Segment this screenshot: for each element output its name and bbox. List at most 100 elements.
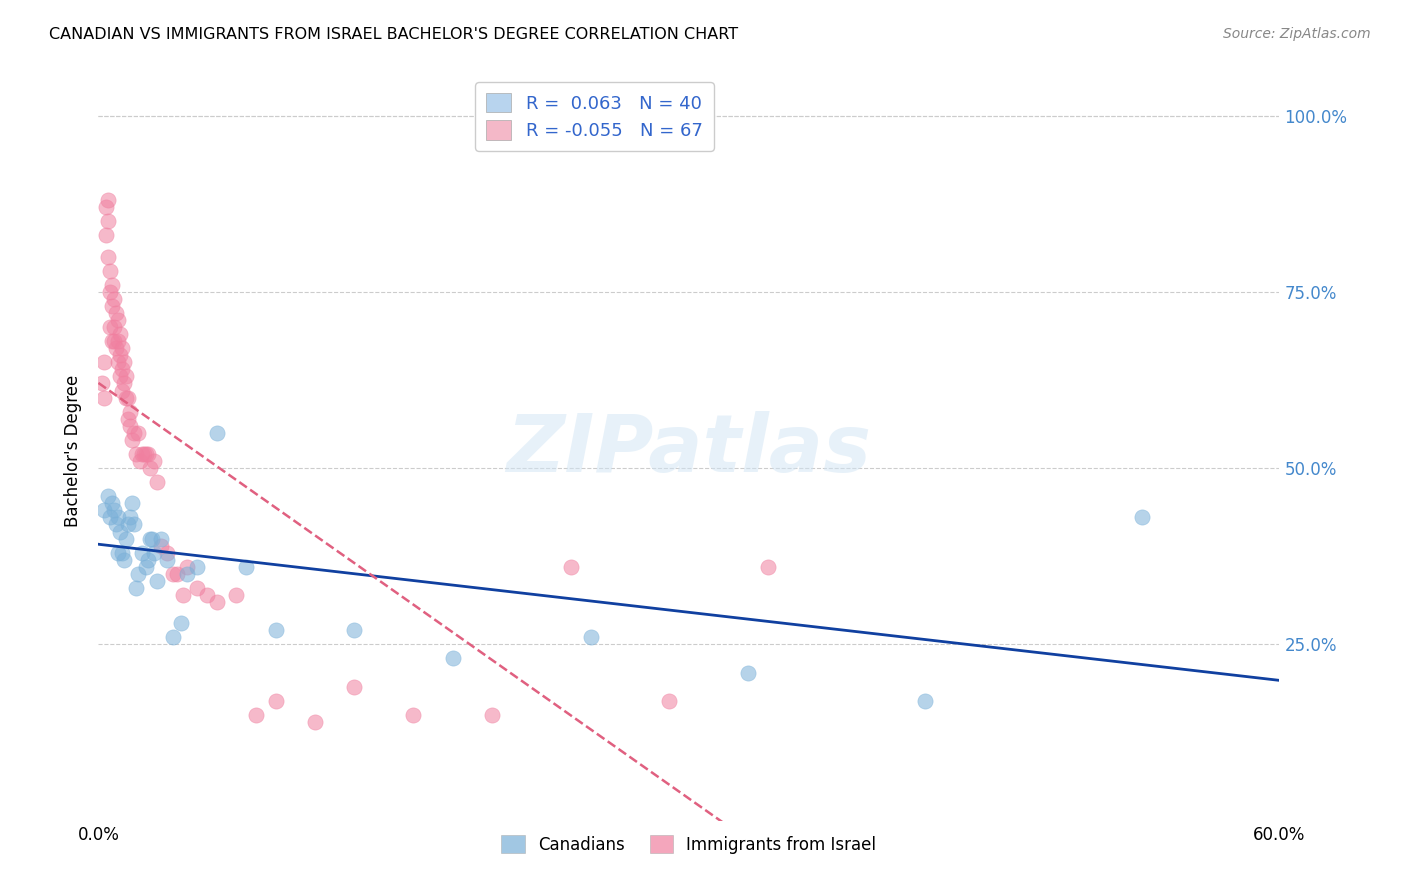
Point <box>304 714 326 729</box>
Point <box>264 624 287 638</box>
Point <box>111 362 134 376</box>
Point <box>150 532 173 546</box>
Text: CANADIAN VS IMMIGRANTS FROM ISRAEL BACHELOR'S DEGREE CORRELATION CHART: CANADIAN VS IMMIGRANTS FROM ISRAEL BACHE… <box>49 27 738 42</box>
Point <box>481 707 503 722</box>
Point <box>343 624 366 638</box>
Point <box>245 707 267 722</box>
Point <box>186 559 208 574</box>
Point <box>176 559 198 574</box>
Point <box>343 680 366 694</box>
Point <box>93 503 115 517</box>
Point <box>225 588 247 602</box>
Point <box>97 214 120 228</box>
Point <box>112 355 135 369</box>
Point <box>150 539 173 553</box>
Point <box>98 263 121 277</box>
Legend: Canadians, Immigrants from Israel: Canadians, Immigrants from Israel <box>495 829 883 861</box>
Point <box>264 694 287 708</box>
Text: Source: ZipAtlas.com: Source: ZipAtlas.com <box>1223 27 1371 41</box>
Point <box>127 425 149 440</box>
Point <box>103 320 125 334</box>
Point <box>101 277 124 292</box>
Point <box>658 694 681 708</box>
Point <box>138 532 160 546</box>
Point <box>93 391 115 405</box>
Point <box>117 517 139 532</box>
Point <box>121 433 143 447</box>
Point <box>128 454 150 468</box>
Point <box>142 454 165 468</box>
Point <box>235 559 257 574</box>
Point <box>579 630 602 644</box>
Point <box>107 510 129 524</box>
Point <box>108 369 131 384</box>
Point <box>97 193 120 207</box>
Point <box>125 581 148 595</box>
Point <box>107 355 129 369</box>
Point <box>156 546 179 560</box>
Point <box>108 348 131 362</box>
Point <box>138 461 160 475</box>
Point <box>146 475 169 490</box>
Point <box>115 532 138 546</box>
Point <box>132 447 155 461</box>
Point <box>103 334 125 348</box>
Point <box>111 341 134 355</box>
Point <box>136 553 159 567</box>
Point <box>91 376 114 391</box>
Point <box>105 517 128 532</box>
Point <box>756 559 779 574</box>
Point <box>170 616 193 631</box>
Point <box>125 447 148 461</box>
Point <box>103 292 125 306</box>
Point <box>105 341 128 355</box>
Point <box>97 250 120 264</box>
Point <box>103 503 125 517</box>
Point <box>166 566 188 581</box>
Point <box>560 559 582 574</box>
Point <box>112 376 135 391</box>
Point <box>162 630 184 644</box>
Point <box>135 447 157 461</box>
Point <box>127 566 149 581</box>
Point <box>98 320 121 334</box>
Point <box>118 510 141 524</box>
Y-axis label: Bachelor's Degree: Bachelor's Degree <box>65 375 83 526</box>
Point <box>142 546 165 560</box>
Point <box>146 574 169 588</box>
Point <box>162 566 184 581</box>
Text: ZIPatlas: ZIPatlas <box>506 411 872 490</box>
Point <box>737 665 759 680</box>
Point <box>135 559 157 574</box>
Point <box>101 334 124 348</box>
Point <box>101 299 124 313</box>
Point <box>107 313 129 327</box>
Point <box>117 411 139 425</box>
Point <box>115 391 138 405</box>
Point <box>121 496 143 510</box>
Point <box>111 546 134 560</box>
Point <box>111 384 134 398</box>
Point <box>108 327 131 342</box>
Point <box>93 355 115 369</box>
Point <box>118 418 141 433</box>
Point <box>97 489 120 503</box>
Point <box>122 517 145 532</box>
Point <box>156 553 179 567</box>
Point <box>108 524 131 539</box>
Point <box>441 651 464 665</box>
Point <box>96 228 118 243</box>
Point <box>136 447 159 461</box>
Point <box>176 566 198 581</box>
Point <box>112 553 135 567</box>
Point <box>105 306 128 320</box>
Point <box>117 391 139 405</box>
Point <box>131 546 153 560</box>
Point <box>107 334 129 348</box>
Point <box>186 581 208 595</box>
Point <box>1130 510 1153 524</box>
Point <box>205 595 228 609</box>
Point <box>172 588 194 602</box>
Point <box>115 369 138 384</box>
Point <box>101 496 124 510</box>
